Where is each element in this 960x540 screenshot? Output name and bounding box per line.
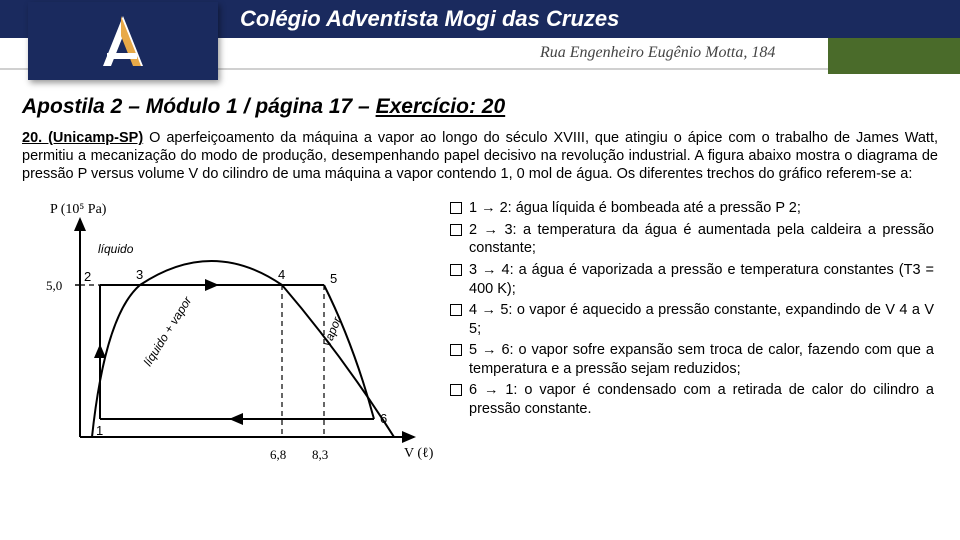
step-item: 1 → 2: água líquida é bombeada até a pre… [450,199,934,218]
svg-text:5: 5 [330,271,337,286]
svg-text:líquido + vapor: líquido + vapor [141,294,195,369]
svg-text:vapor: vapor [320,314,345,348]
svg-text:3: 3 [136,267,143,282]
svg-text:5,0: 5,0 [46,278,62,293]
svg-text:líquido: líquido [98,242,134,256]
steps-column: 1 → 2: água líquida é bombeada até a pre… [446,191,944,482]
step-text: 2 → 3: a temperatura da água é aumentada… [469,221,934,258]
page-title: Apostila 2 – Módulo 1 / página 17 – Exer… [22,95,505,118]
step-item: 3 → 4: a água é vaporizada a pressão e t… [450,261,934,298]
step-text: 1 → 2: água líquida é bombeada até a pre… [469,199,934,218]
step-item: 6 → 1: o vapor é condensado com a retira… [450,381,934,418]
step-item: 4 → 5: o vapor é aquecido a pressão cons… [450,301,934,338]
step-item: 2 → 3: a temperatura da água é aumentada… [450,221,934,258]
logo-box [28,2,218,80]
svg-text:6,8: 6,8 [270,447,286,462]
chart-column: P (10⁵ Pa) V (ℓ) 5,0 6,8 8,3 1 2 3 4 5 6 líquido líq… [16,191,446,482]
svg-text:P (10⁵ Pa): P (10⁵ Pa) [50,202,107,217]
step-text: 5 → 6: o vapor sofre expansão sem troca … [469,341,934,378]
question-paragraph: 20. (Unicamp-SP) O aperfeiçoamento da má… [0,125,960,191]
checkbox-icon [450,202,462,214]
logo-icon [93,11,153,71]
svg-text:2: 2 [84,269,91,284]
svg-text:4: 4 [278,267,285,282]
checkbox-icon [450,264,462,276]
title-bar: Apostila 2 – Módulo 1 / página 17 – Exer… [0,85,960,125]
svg-text:V (ℓ): V (ℓ) [404,446,434,461]
checkbox-icon [450,304,462,316]
green-block [828,38,960,74]
step-item: 5 → 6: o vapor sofre expansão sem troca … [450,341,934,378]
question-number: 20. (Unicamp-SP) [22,130,143,146]
svg-text:8,3: 8,3 [312,447,328,462]
svg-text:1: 1 [96,423,103,438]
checkbox-icon [450,224,462,236]
page-header: Colégio Adventista Mogi das Cruzes Rua E… [0,0,960,85]
svg-text:6: 6 [380,411,387,426]
pv-diagram: P (10⁵ Pa) V (ℓ) 5,0 6,8 8,3 1 2 3 4 5 6 líquido líq… [22,197,442,477]
checkbox-icon [450,384,462,396]
title-underlined: Exercício: 20 [376,95,506,118]
step-text: 3 → 4: a água é vaporizada a pressão e t… [469,261,934,298]
school-address: Rua Engenheiro Eugênio Motta, 184 [540,44,775,62]
title-prefix: Apostila 2 – Módulo 1 / página 17 – [22,95,376,118]
checkbox-icon [450,344,462,356]
step-text: 6 → 1: o vapor é condensado com a retira… [469,381,934,418]
content-row: P (10⁵ Pa) V (ℓ) 5,0 6,8 8,3 1 2 3 4 5 6 líquido líq… [0,191,960,482]
step-text: 4 → 5: o vapor é aquecido a pressão cons… [469,301,934,338]
question-body: O aperfeiçoamento da máquina a vapor ao … [22,130,938,182]
school-name: Colégio Adventista Mogi das Cruzes [240,6,619,32]
